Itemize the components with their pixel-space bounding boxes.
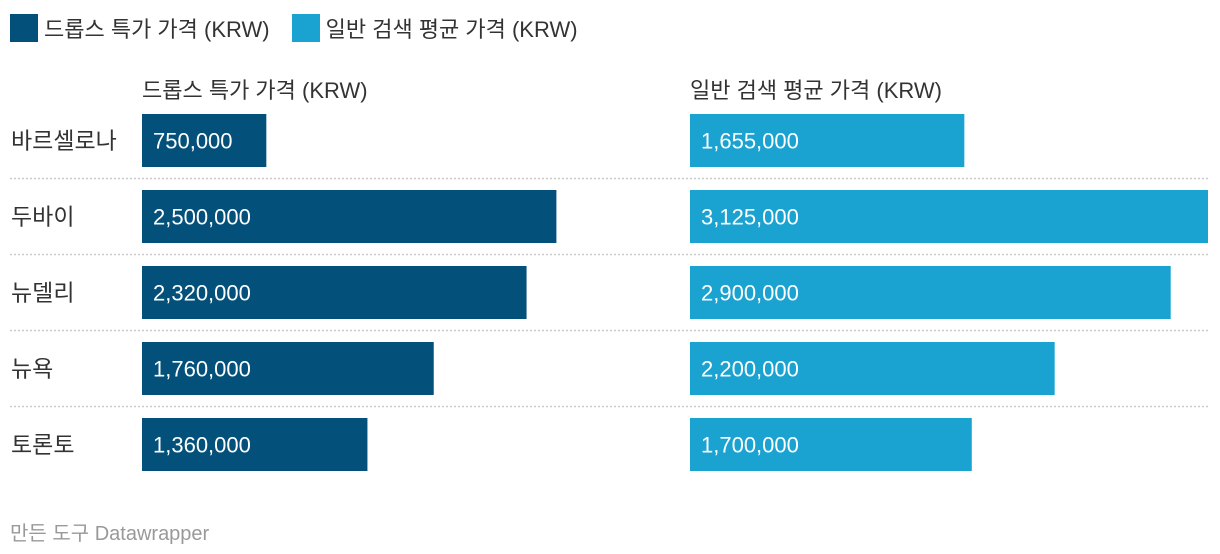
bar-special — [142, 114, 267, 167]
bar-special — [142, 190, 557, 243]
bar-value-label: 1,700,000 — [701, 433, 799, 458]
footer-credit: 만든 도구 Datawrapper — [10, 523, 210, 545]
bar-value-label: 3,125,000 — [701, 205, 799, 230]
bar-average — [690, 342, 1055, 395]
category-label: 뉴욕 — [11, 356, 53, 382]
bar-value-label: 2,900,000 — [701, 281, 799, 306]
panel-header-0: 드롭스 특가 가격 (KRW) — [142, 78, 368, 103]
bar-special — [142, 418, 368, 471]
bar-average — [690, 266, 1171, 319]
bar-value-label: 2,500,000 — [153, 205, 251, 230]
legend-item-average-price: 일반 검색 평균 가격 (KRW) — [291, 12, 578, 44]
legend-item-special-price: 드롭스 특가 가격 (KRW) — [10, 12, 270, 44]
category-label: 뉴델리 — [11, 280, 74, 306]
panel-header-1: 일반 검색 평균 가격 (KRW) — [690, 78, 942, 103]
category-label: 토론토 — [11, 432, 74, 458]
legend-label-special-price: 드롭스 특가 가격 (KRW) — [44, 17, 270, 42]
bar-average — [690, 190, 1208, 243]
category-label: 두바이 — [11, 204, 74, 230]
legend-swatch-average-price — [291, 14, 320, 42]
bar-average — [690, 114, 965, 167]
legend: 드롭스 특가 가격 (KRW) 일반 검색 평균 가격 (KRW) — [10, 13, 600, 43]
category-label: 바르셀로나 — [11, 128, 117, 154]
legend-label-average-price: 일반 검색 평균 가격 (KRW) — [325, 17, 578, 42]
bar-value-label: 2,200,000 — [701, 357, 799, 382]
bar-value-label: 1,655,000 — [701, 129, 799, 154]
legend-swatch-special-price — [10, 14, 38, 42]
bar-special — [142, 266, 527, 319]
bar-value-label: 1,760,000 — [153, 357, 251, 382]
bar-special — [142, 342, 434, 395]
bar-value-label: 750,000 — [153, 129, 233, 154]
bar-value-label: 2,320,000 — [153, 281, 251, 306]
bar-value-label: 1,360,000 — [153, 433, 251, 458]
bar-average — [690, 418, 972, 471]
